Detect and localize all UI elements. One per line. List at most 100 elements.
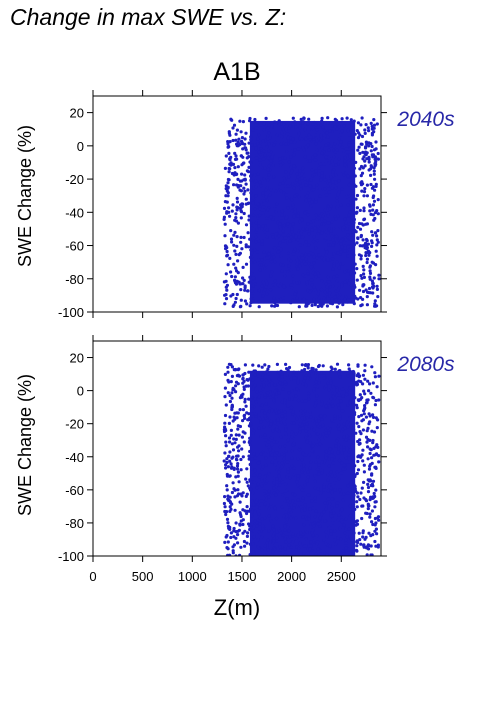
data-point	[305, 269, 310, 273]
data-point	[301, 256, 305, 260]
data-point	[222, 459, 226, 463]
data-point	[364, 499, 369, 503]
data-point	[275, 480, 279, 484]
data-point	[278, 182, 282, 186]
data-point	[291, 274, 295, 278]
data-point	[292, 503, 297, 507]
data-point	[374, 544, 378, 548]
data-point	[282, 191, 286, 195]
data-point	[324, 507, 328, 511]
data-point	[267, 131, 271, 135]
data-point	[356, 495, 360, 499]
data-point	[363, 146, 368, 150]
data-point	[267, 529, 271, 533]
data-point	[256, 545, 260, 549]
data-point	[249, 221, 253, 225]
data-point	[361, 448, 365, 452]
data-point	[230, 274, 234, 279]
data-point	[248, 304, 252, 308]
data-point	[342, 448, 346, 452]
data-point	[263, 363, 267, 367]
data-point	[271, 429, 275, 433]
data-point	[231, 388, 235, 392]
data-point	[346, 484, 350, 488]
data-point	[286, 499, 290, 503]
data-point	[283, 398, 287, 402]
data-point	[257, 506, 262, 510]
data-point	[284, 520, 289, 525]
data-point	[282, 514, 286, 519]
data-point	[253, 510, 257, 514]
y-tick-label: 20	[70, 106, 84, 121]
data-point	[313, 499, 318, 503]
data-point	[292, 186, 296, 190]
data-point	[295, 172, 299, 176]
data-point	[338, 143, 342, 147]
data-point	[241, 531, 245, 535]
data-point	[247, 280, 251, 284]
data-point	[325, 288, 329, 292]
data-point	[347, 269, 351, 273]
data-point	[263, 475, 267, 479]
data-point	[345, 389, 349, 393]
data-point	[234, 266, 238, 270]
data-point	[333, 529, 337, 533]
data-point	[253, 282, 257, 286]
data-point	[296, 533, 300, 538]
data-point	[227, 421, 231, 425]
data-point	[313, 133, 318, 137]
data-point	[267, 377, 271, 381]
data-point	[288, 508, 292, 512]
data-point	[361, 289, 366, 294]
data-point	[288, 535, 292, 539]
data-point	[302, 372, 306, 376]
data-point	[339, 203, 343, 207]
data-point	[245, 534, 249, 539]
data-point	[363, 404, 367, 408]
data-point	[270, 453, 274, 457]
data-point	[284, 432, 288, 436]
data-point	[365, 247, 369, 251]
data-point	[361, 535, 365, 539]
data-point	[375, 385, 379, 389]
data-point	[316, 432, 320, 436]
data-point	[283, 413, 287, 417]
data-point	[336, 293, 340, 298]
data-point	[271, 524, 275, 528]
data-point	[336, 403, 340, 407]
data-point	[371, 291, 375, 295]
data-point	[278, 371, 282, 375]
data-point	[250, 457, 254, 461]
data-point	[250, 271, 254, 276]
data-point	[372, 430, 377, 434]
data-point	[329, 514, 334, 518]
data-point	[347, 143, 351, 147]
data-point	[275, 530, 279, 534]
data-point	[308, 547, 312, 551]
data-point	[234, 219, 238, 223]
data-point	[230, 118, 234, 122]
x-axis-label: Z(m)	[214, 595, 260, 620]
data-point	[349, 549, 353, 553]
data-point	[290, 286, 294, 290]
data-point	[315, 394, 319, 398]
data-point	[291, 137, 295, 141]
y-tick-label: -80	[65, 516, 84, 531]
data-point	[326, 275, 330, 279]
data-point	[274, 232, 278, 236]
data-point	[368, 203, 372, 207]
data-point	[265, 145, 269, 149]
data-point	[242, 161, 246, 165]
data-point	[315, 256, 319, 260]
data-point	[252, 429, 256, 433]
data-point	[313, 515, 317, 519]
data-point	[339, 242, 343, 246]
data-point	[273, 120, 277, 124]
data-point	[233, 151, 237, 155]
data-point	[324, 193, 329, 197]
data-point	[263, 266, 267, 271]
data-point	[310, 168, 314, 172]
data-point	[238, 305, 242, 309]
data-point	[258, 268, 262, 272]
data-point	[361, 264, 365, 268]
